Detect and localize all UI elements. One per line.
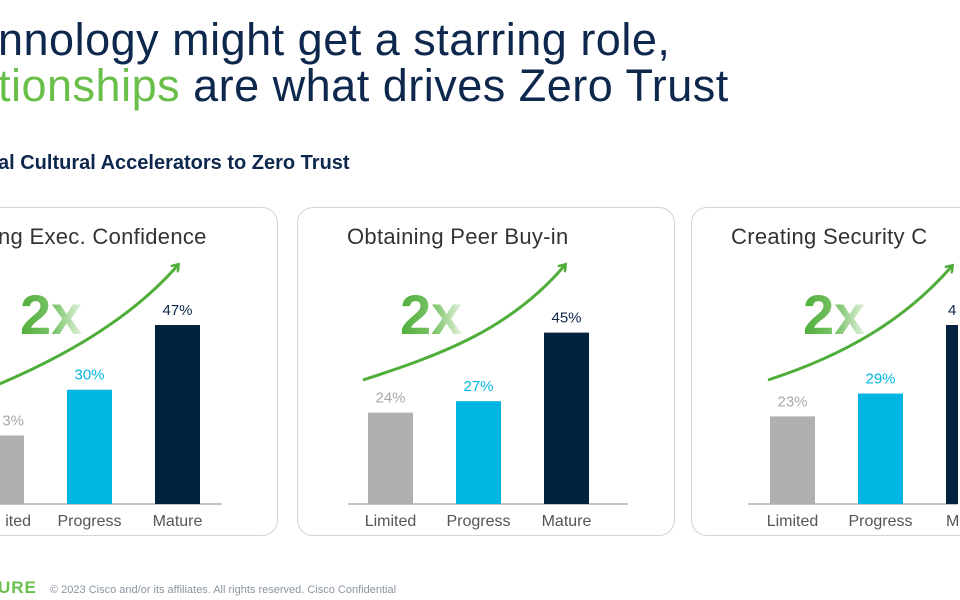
growth-arrow-icon: [0, 265, 178, 386]
category-label: Mature: [153, 513, 203, 530]
panel-exec-confidence: [0, 207, 278, 536]
category-label: Progress: [848, 513, 912, 530]
data-label: 27%: [463, 378, 493, 395]
title-highlight: tionships: [0, 60, 181, 111]
data-label: 23%: [777, 393, 807, 410]
bar-mature: [544, 332, 589, 504]
slide-title-line-2: tionships are what drives Zero Trust: [0, 60, 729, 112]
panel-title: ng Exec. Confidence: [0, 224, 207, 249]
footer-brand: URE: [0, 578, 37, 597]
category-label: Ma: [946, 513, 960, 530]
category-label: Progress: [446, 513, 510, 530]
bar-ma: [946, 325, 958, 504]
data-label: 29%: [865, 371, 895, 388]
data-label: 30%: [74, 367, 104, 384]
data-label: 45%: [551, 310, 581, 327]
category-label: Limited: [767, 513, 819, 530]
bar-limited: [368, 412, 413, 504]
multiplier-annotation: 2x: [803, 283, 865, 346]
data-label: 4: [948, 302, 956, 319]
data-label: 24%: [375, 390, 405, 407]
bar-limited: [770, 416, 815, 504]
slide-subtitle: al Cultural Accelerators to Zero Trust: [0, 152, 350, 174]
data-label: 3%: [2, 412, 24, 429]
footer-copyright: © 2023 Cisco and/or its affiliates. All …: [50, 584, 397, 596]
bar-progress: [858, 393, 903, 504]
growth-arrow-icon: [362, 265, 565, 382]
slide-title-line-1: nnology might get a starring role,: [0, 14, 671, 65]
title-rest: are what drives Zero Trust: [180, 60, 729, 111]
bar-mature: [155, 325, 200, 504]
multiplier-annotation: 2x: [400, 283, 462, 346]
panel-security-culture: [691, 207, 960, 536]
data-label: 47%: [162, 302, 192, 319]
bar-ited: [0, 435, 24, 504]
category-label: Limited: [365, 513, 417, 530]
multiplier-annotation: 2x: [20, 283, 82, 346]
category-label: Progress: [57, 513, 121, 530]
bar-progress: [456, 401, 501, 504]
growth-arrow-icon: [767, 266, 952, 382]
bar-progress: [67, 389, 112, 504]
panel-title: Obtaining Peer Buy-in: [347, 224, 569, 249]
panel-title: Creating Security C: [731, 224, 928, 249]
category-label: Mature: [542, 513, 592, 530]
category-label: ited: [5, 513, 31, 530]
